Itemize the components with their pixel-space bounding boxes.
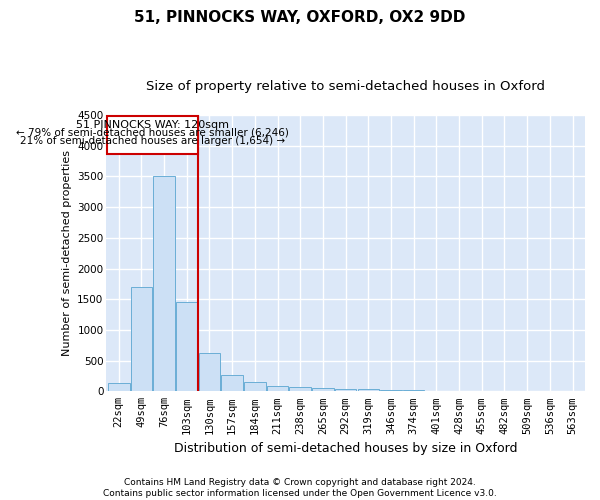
Bar: [335, 389, 356, 392]
Title: Size of property relative to semi-detached houses in Oxford: Size of property relative to semi-detach…: [146, 80, 545, 93]
Text: ← 79% of semi-detached houses are smaller (6,246): ← 79% of semi-detached houses are smalle…: [16, 128, 289, 138]
Bar: [267, 386, 289, 392]
Y-axis label: Number of semi-detached properties: Number of semi-detached properties: [62, 150, 71, 356]
Bar: [380, 390, 402, 392]
Bar: [312, 388, 334, 392]
Bar: [108, 384, 130, 392]
Bar: [358, 390, 379, 392]
Text: Contains HM Land Registry data © Crown copyright and database right 2024.
Contai: Contains HM Land Registry data © Crown c…: [103, 478, 497, 498]
Bar: [425, 390, 447, 392]
Bar: [154, 176, 175, 392]
Text: 51 PINNOCKS WAY: 120sqm: 51 PINNOCKS WAY: 120sqm: [76, 120, 229, 130]
Bar: [221, 374, 243, 392]
Bar: [244, 382, 266, 392]
Bar: [131, 287, 152, 392]
X-axis label: Distribution of semi-detached houses by size in Oxford: Distribution of semi-detached houses by …: [174, 442, 517, 455]
Bar: [176, 302, 197, 392]
Text: 51, PINNOCKS WAY, OXFORD, OX2 9DD: 51, PINNOCKS WAY, OXFORD, OX2 9DD: [134, 10, 466, 25]
Bar: [403, 390, 424, 392]
Bar: [289, 386, 311, 392]
Bar: [107, 116, 198, 154]
Bar: [199, 353, 220, 392]
Text: 21% of semi-detached houses are larger (1,654) →: 21% of semi-detached houses are larger (…: [20, 136, 286, 146]
